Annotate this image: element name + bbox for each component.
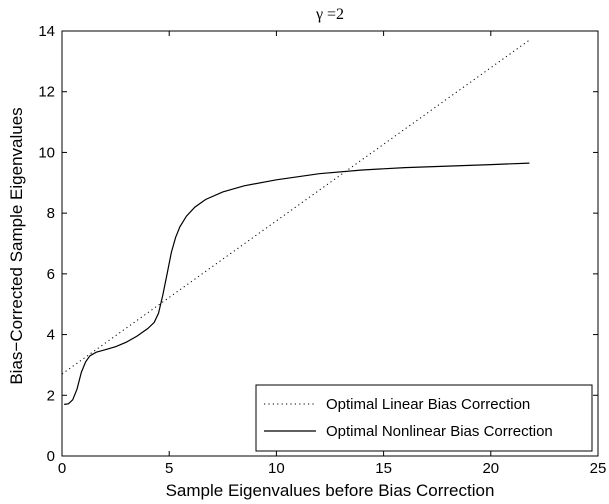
legend-label: Optimal Nonlinear Bias Correction bbox=[326, 423, 553, 440]
y-axis-label: Bias−Corrected Sample Eigenvalues bbox=[7, 107, 26, 384]
plot-frame bbox=[61, 30, 599, 457]
y-tick-label: 12 bbox=[38, 84, 55, 101]
y-tick-label: 8 bbox=[47, 205, 55, 222]
plot-area: 0 5 10 15 20 25 0 2 4 6 8 10 12 14 Optimal Linear Bias… bbox=[38, 23, 606, 477]
chart-title: γ =2 bbox=[315, 6, 344, 23]
legend: Optimal Linear Bias Correction Optimal No… bbox=[255, 384, 593, 452]
x-tick-label: 0 bbox=[58, 460, 66, 477]
x-tick-label: 15 bbox=[375, 460, 392, 477]
y-tick-label: 6 bbox=[47, 266, 55, 283]
x-tick-label: 25 bbox=[590, 460, 607, 477]
legend-box bbox=[255, 384, 593, 452]
x-tick-label: 10 bbox=[268, 460, 285, 477]
y-tick-label: 2 bbox=[47, 387, 55, 404]
x-axis-label: Sample Eigenvalues before Bias Correctio… bbox=[166, 481, 495, 500]
y-tick-label: 0 bbox=[47, 448, 55, 465]
y-tick-label: 4 bbox=[47, 327, 55, 344]
nonlinear-bias-correction-line bbox=[64, 162, 530, 405]
linear-bias-correction-line bbox=[61, 39, 530, 375]
x-tick-label: 5 bbox=[165, 460, 173, 477]
x-tick-label: 20 bbox=[482, 460, 499, 477]
legend-label: Optimal Linear Bias Correction bbox=[326, 396, 530, 413]
y-tick-label: 10 bbox=[38, 144, 55, 161]
y-tick-label: 14 bbox=[38, 23, 55, 40]
